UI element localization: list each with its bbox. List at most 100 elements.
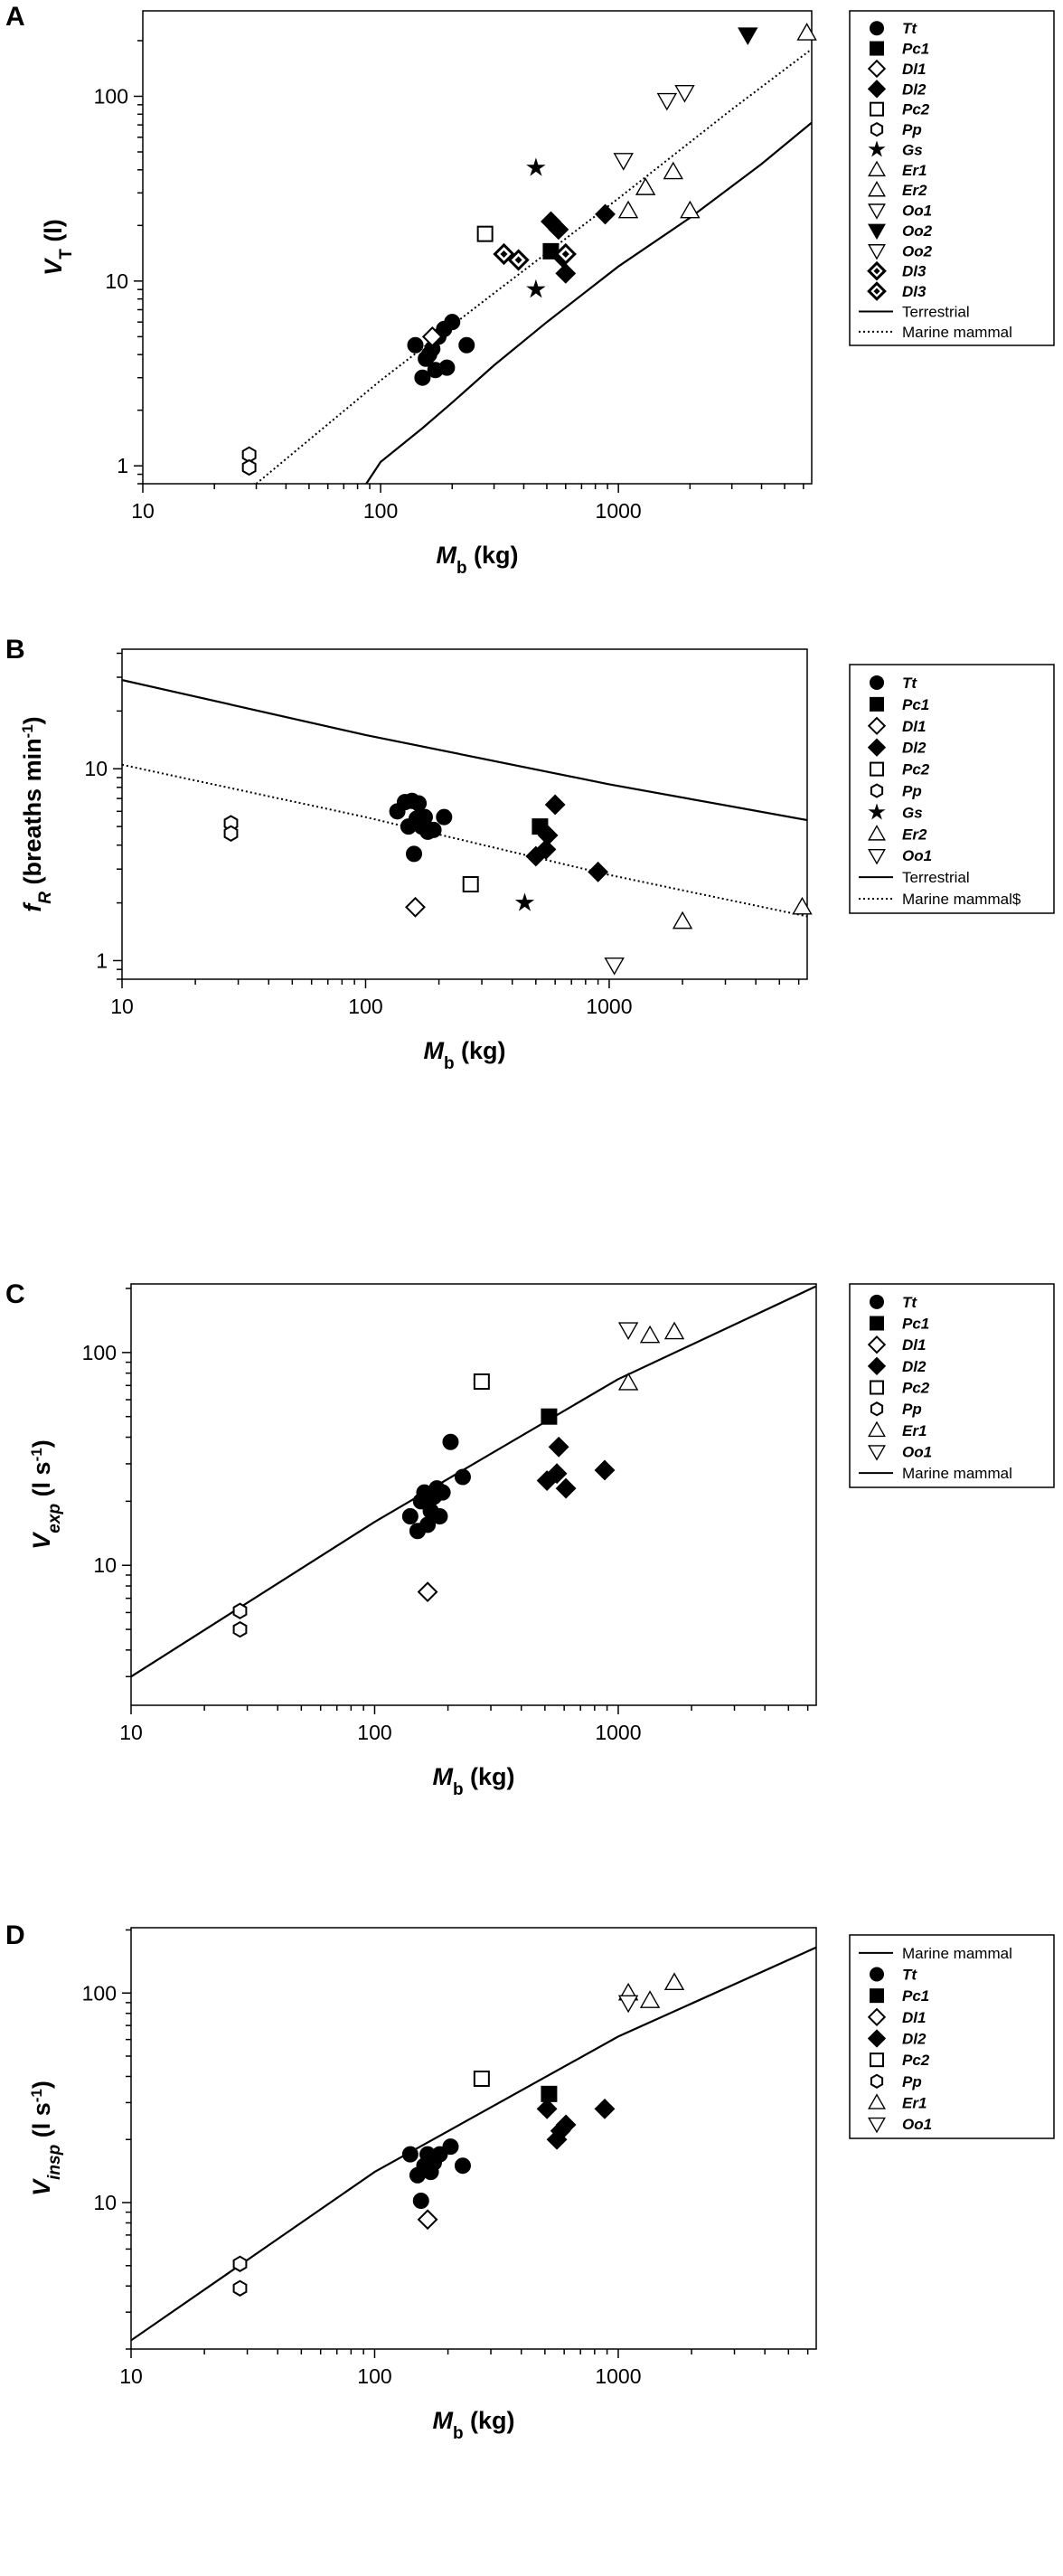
legend-symbol [870, 1401, 884, 1417]
plot-frame [130, 1283, 817, 1706]
data-point-oo2 [738, 27, 758, 45]
legend-item: Oo1 [902, 2116, 932, 2133]
data-point-oo1 [617, 1322, 639, 1341]
legend-item: Dl3 [902, 283, 927, 300]
data-point-tt [436, 808, 453, 826]
data-point-tt [410, 795, 428, 812]
data-point-tt [412, 2193, 429, 2210]
legend-item: Pp [902, 121, 922, 138]
data-point-dl1 [417, 1581, 438, 1603]
legend-symbol-dot [873, 268, 880, 275]
y-axis-title: fR (breaths min-1) [19, 716, 55, 911]
legend-symbol [870, 761, 884, 777]
data-point-tt [401, 1507, 419, 1524]
legend-item: Pc1 [902, 1316, 929, 1333]
legend-item: Pc1 [902, 696, 929, 713]
x-tick-label: 1000 [595, 2364, 641, 2388]
legend-symbol [868, 203, 886, 220]
chart-panel-c: C 10 100 1000 10 100 Mb (kg) Vexp (l s-1) Tt Pc1 D… [5, 1279, 1055, 1799]
legend-item: Dl2 [902, 1358, 927, 1375]
x-tick-label: 10 [110, 995, 134, 1018]
legend-symbol [867, 2007, 887, 2026]
data-point-dl2 [555, 2114, 577, 2136]
data-point-oo1 [613, 153, 634, 171]
legend-item: Er1 [902, 162, 927, 179]
legend-symbol-dot [873, 288, 880, 295]
data-point-er1 [639, 1990, 661, 2008]
data-point-er1 [639, 1325, 661, 1344]
legend-symbol [868, 848, 886, 865]
data-point-tt [414, 369, 431, 386]
legend-item: Er1 [902, 2095, 927, 2112]
data-point-er1 [617, 1373, 639, 1391]
fit-lines [131, 1946, 816, 2342]
legend-symbol [867, 1335, 887, 1354]
legend-symbol [870, 101, 884, 117]
legend-symbol [870, 121, 884, 137]
legend-symbol [870, 1967, 884, 1982]
legend: Marine mammal Tt Pc1 Dl1 Dl2 Pc2 Pp Er1 Oo1 [849, 1934, 1055, 2139]
legend-item: Terrestrial [902, 303, 970, 320]
data-point-pp [223, 825, 239, 842]
legend-item: Dl1 [902, 1336, 926, 1354]
data-point-gs [514, 892, 535, 911]
legend-symbol [868, 2117, 886, 2134]
y-axis-title: Vexp (l s-1) [28, 1439, 64, 1549]
chart-panel-d: D 10 100 1000 10 100 Mb (kg) Vinsp (l s-1) Marin… [5, 1920, 1055, 2443]
legend-item: Marine mammal [902, 324, 1012, 341]
line-terrestrial [365, 121, 812, 484]
legend-symbol [868, 1445, 886, 1461]
legend-item: Pc2 [902, 2052, 930, 2069]
line-marine-mammal- [122, 763, 807, 918]
legend-symbol [868, 160, 886, 177]
data-point-dl1 [421, 326, 443, 347]
data-point-er1 [663, 1321, 685, 1340]
data-point-tt [454, 1468, 471, 1486]
legend-item: Tt [902, 1967, 917, 1984]
panel-letter: D [5, 1920, 25, 1950]
legend-item: Oo2 [902, 242, 933, 259]
legend-item: Pc1 [902, 41, 929, 58]
data-point-pc2 [473, 2071, 490, 2088]
legend-item: Pp [902, 783, 922, 800]
x-tick-label: 100 [363, 499, 398, 523]
x-axis-title: Mb (kg) [423, 1037, 505, 1073]
legend-item: Oo1 [902, 1444, 932, 1461]
legend-item: Dl2 [902, 740, 927, 757]
fit-lines [122, 679, 807, 918]
data-point-pp [232, 2279, 248, 2297]
x-tick-label: 1000 [595, 1721, 641, 1744]
data-point-tt [434, 1484, 451, 1501]
line-terrestrial [122, 679, 807, 822]
legend-item: Pp [902, 2073, 922, 2090]
data-point-tt [425, 821, 442, 838]
legend-item: Marine mammal$ [902, 891, 1021, 908]
data-point-dl2 [555, 1477, 577, 1499]
x-axis-title: Mb (kg) [432, 2407, 514, 2443]
data-point-er2 [796, 23, 817, 41]
x-tick-label: 1000 [586, 995, 632, 1018]
x-axis-title: Mb (kg) [436, 542, 518, 578]
panel-letter: C [5, 1279, 25, 1309]
legend-item: Oo1 [902, 203, 932, 220]
legend-symbol [870, 675, 884, 690]
legend-symbol [870, 21, 884, 36]
data-point-dl3-dot [561, 250, 569, 258]
legend-item: Tt [902, 20, 917, 37]
data-point-dl1 [417, 2209, 438, 2231]
data-point-dl2 [544, 794, 566, 816]
line-marine-mammal [131, 1946, 816, 2342]
legend-item: Er1 [902, 1422, 927, 1439]
y-tick-label: 1 [96, 948, 108, 972]
plot-frame [130, 1927, 817, 2350]
data-point-dl2 [594, 1459, 616, 1481]
legend-item: Pp [902, 1401, 922, 1418]
legend-item: Dl1 [902, 61, 926, 78]
legend-item: Pc2 [902, 1380, 930, 1397]
legend-symbol [870, 1294, 884, 1309]
y-tick-label: 10 [84, 757, 108, 780]
y-tick-label: 1 [117, 454, 128, 477]
y-tick-label: 10 [93, 2191, 117, 2214]
